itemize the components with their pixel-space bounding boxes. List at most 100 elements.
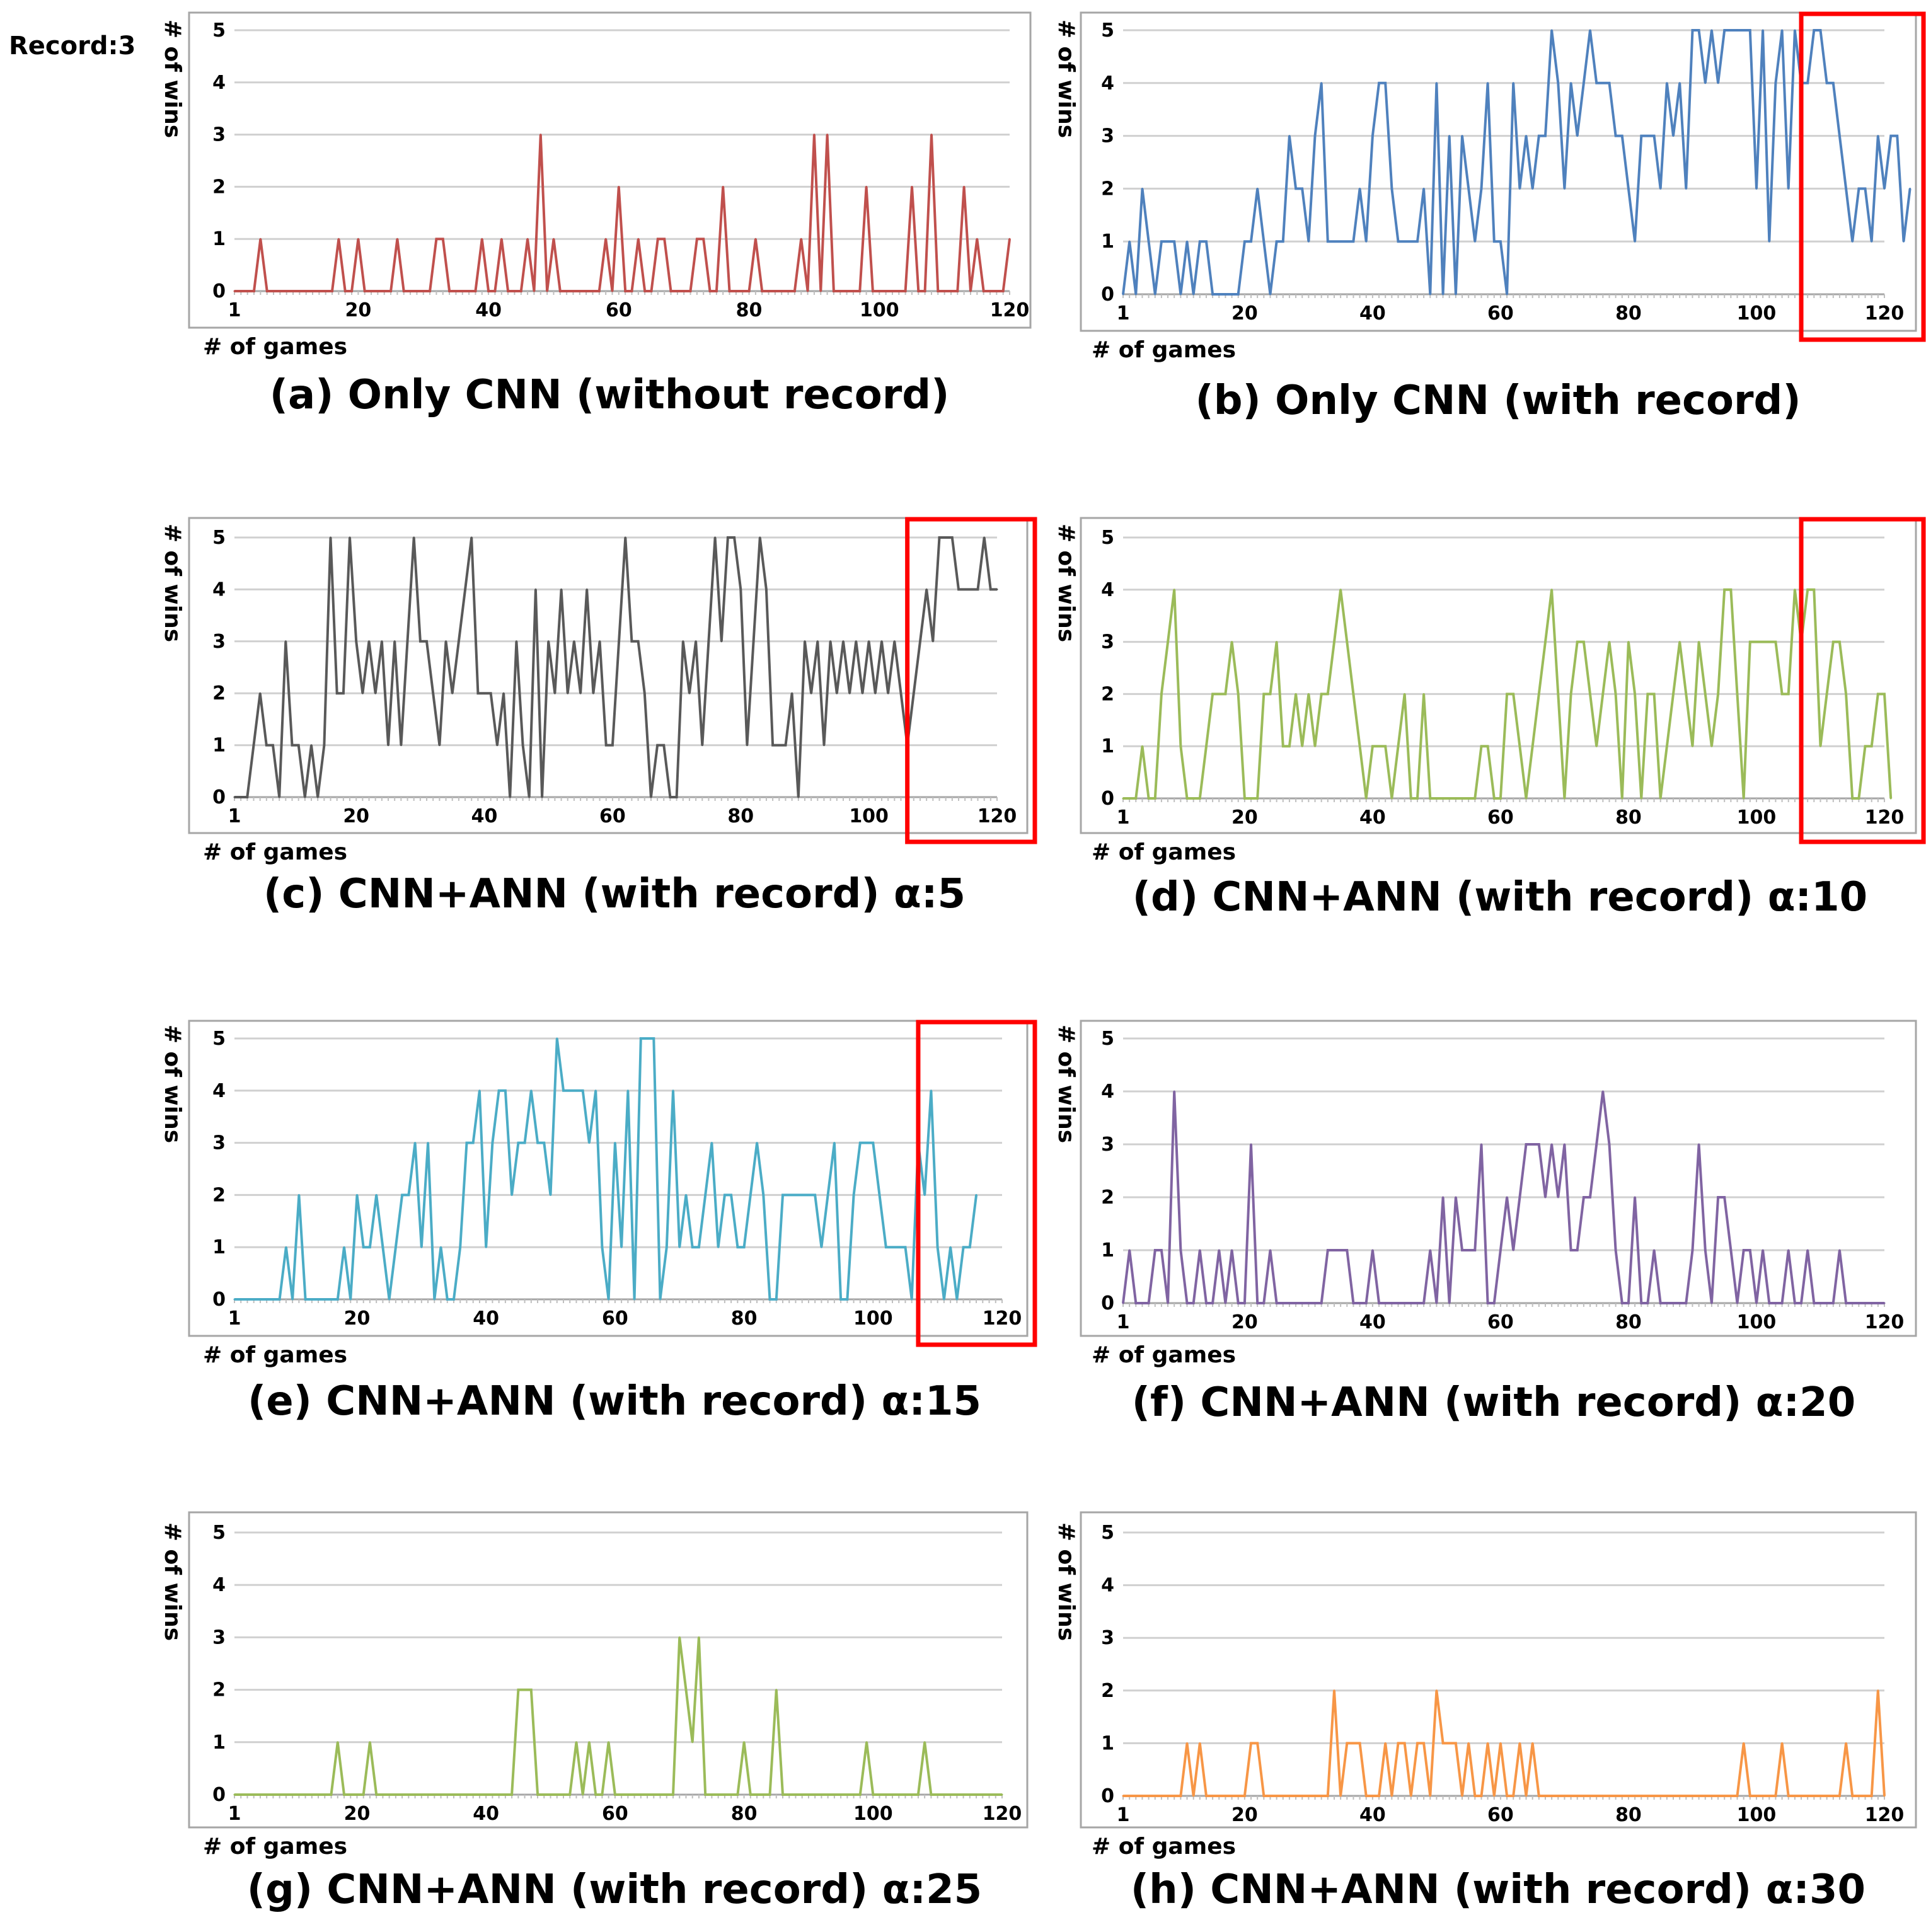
data-point — [1518, 745, 1521, 747]
data-point — [775, 1689, 778, 1691]
data-point — [794, 1793, 797, 1796]
data-point — [1282, 1795, 1284, 1797]
data-point — [1563, 1143, 1566, 1146]
data-point — [279, 290, 281, 292]
data-point — [1390, 1302, 1393, 1304]
data-point — [1499, 797, 1502, 800]
x-axis-label: # of games — [1092, 1834, 1236, 1860]
data-point — [1128, 797, 1131, 800]
series-line-g — [234, 1637, 1002, 1796]
data-point — [1205, 1302, 1208, 1304]
data-point — [1269, 1795, 1271, 1797]
data-point — [1499, 1249, 1502, 1251]
data-point — [1768, 240, 1770, 243]
data-point — [1218, 293, 1220, 296]
data-point — [579, 290, 581, 292]
data-point — [517, 1689, 519, 1691]
data-point — [1179, 293, 1182, 296]
data-point — [1307, 693, 1310, 695]
data-point — [1269, 293, 1271, 296]
x-tick-label: 1 — [228, 805, 241, 827]
data-point — [1902, 240, 1905, 243]
data-point — [550, 1193, 552, 1196]
data-point — [1717, 1196, 1719, 1199]
data-point — [1141, 1302, 1143, 1304]
data-point — [1819, 745, 1821, 747]
data-point — [730, 1793, 732, 1796]
y-tick-label: 3 — [1101, 631, 1114, 653]
data-point — [743, 1741, 746, 1744]
chart-caption: (c) CNN+ANN (with record) α:5 — [263, 871, 966, 917]
data-point — [1346, 240, 1348, 243]
chart-frame — [188, 517, 1029, 834]
data-point — [1646, 135, 1649, 137]
data-point — [453, 1793, 455, 1796]
data-point — [1762, 1795, 1764, 1797]
data-point — [1621, 797, 1623, 800]
data-point — [919, 640, 921, 643]
data-point — [468, 290, 470, 292]
data-point — [453, 1298, 455, 1301]
data-point — [853, 1793, 855, 1796]
data-point — [1256, 797, 1259, 800]
x-tick-label: 100 — [1737, 302, 1777, 325]
data-point — [1282, 240, 1284, 243]
data-point — [361, 692, 364, 694]
data-point — [975, 1793, 977, 1796]
data-point — [1550, 29, 1553, 32]
x-axis-label: # of games — [203, 334, 347, 360]
data-point — [1851, 1795, 1854, 1797]
data-point — [1365, 1795, 1368, 1797]
data-point — [1774, 641, 1777, 643]
data-point — [279, 1298, 281, 1301]
data-point — [788, 1793, 790, 1796]
data-point — [1282, 745, 1284, 747]
data-point — [1787, 693, 1790, 695]
data-point — [1640, 135, 1642, 137]
x-tick-label: 80 — [1615, 1311, 1642, 1333]
data-point — [917, 1793, 920, 1796]
data-point — [1723, 1196, 1726, 1199]
data-point — [1736, 29, 1739, 32]
y-tick-label: 4 — [212, 1574, 226, 1596]
data-point — [1723, 29, 1726, 32]
data-point — [793, 290, 796, 292]
data-point — [662, 744, 665, 747]
data-point — [1371, 1249, 1374, 1251]
data-point — [724, 1193, 726, 1196]
data-point — [1646, 1795, 1649, 1797]
data-point — [1295, 187, 1297, 190]
data-point — [1685, 693, 1687, 695]
data-point — [246, 1298, 248, 1301]
data-point — [272, 1793, 274, 1796]
data-point — [614, 1793, 616, 1796]
x-axis-label: # of games — [203, 1342, 347, 1368]
data-point — [937, 1246, 939, 1248]
data-point — [735, 290, 737, 292]
y-tick-label: 3 — [1101, 125, 1114, 147]
data-point — [429, 290, 431, 292]
data-point — [465, 1142, 468, 1144]
data-point — [1352, 693, 1354, 695]
data-point — [1704, 693, 1707, 695]
data-point — [1685, 1795, 1687, 1797]
data-point — [1231, 641, 1233, 643]
data-point — [485, 1246, 487, 1248]
data-point — [546, 290, 548, 292]
data-point — [381, 1793, 384, 1796]
y-tick-label: 0 — [212, 280, 226, 302]
data-point — [1768, 1302, 1770, 1304]
series-line-b — [1122, 29, 1912, 296]
data-point — [1365, 1302, 1368, 1304]
data-point — [485, 1793, 487, 1796]
data-point — [1442, 1742, 1444, 1744]
data-point — [1538, 1795, 1540, 1797]
data-point — [1627, 1302, 1630, 1304]
data-point — [630, 640, 633, 643]
data-point — [1755, 641, 1758, 643]
y-tick-label: 1 — [1101, 231, 1114, 253]
data-point — [1250, 1143, 1252, 1146]
